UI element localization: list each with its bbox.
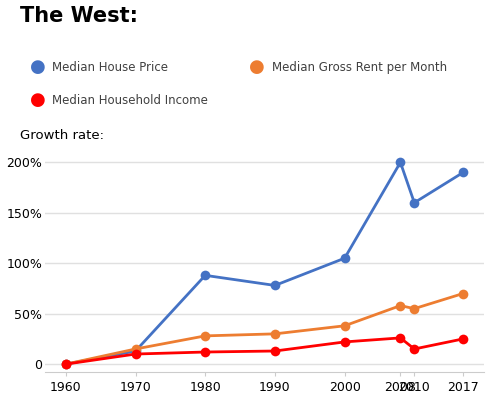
Text: Median House Price: Median House Price [52, 61, 168, 74]
Text: Growth rate:: Growth rate: [20, 129, 104, 142]
Text: Median Gross Rent per Month: Median Gross Rent per Month [272, 61, 447, 74]
Text: Median Household Income: Median Household Income [52, 94, 208, 107]
Text: ●: ● [250, 58, 265, 76]
Text: ●: ● [30, 91, 46, 109]
Text: ●: ● [30, 58, 46, 76]
Text: The West:: The West: [20, 6, 138, 26]
